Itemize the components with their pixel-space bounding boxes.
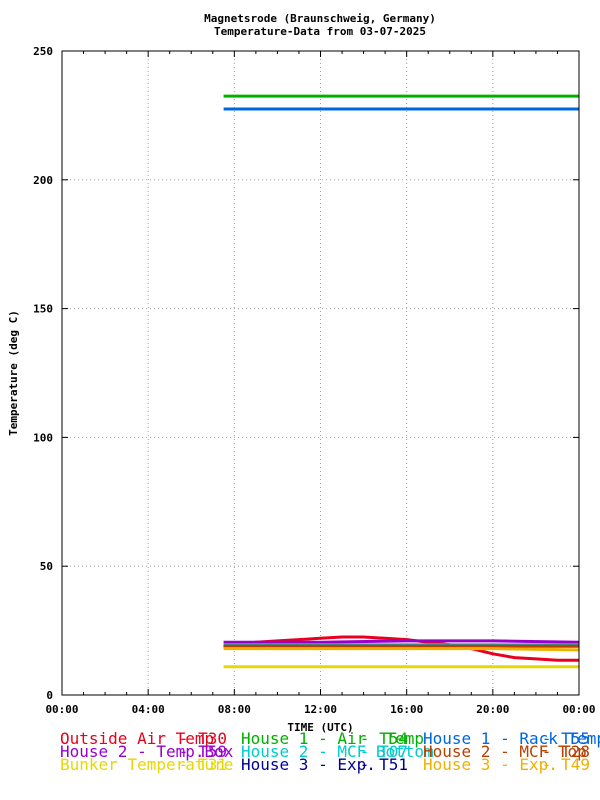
y-axis-label: Temperature (deg C) <box>7 310 20 436</box>
x-tick-label: 00:00 <box>45 703 78 716</box>
x-tick-label: 04:00 <box>132 703 165 716</box>
series-line <box>223 639 580 644</box>
y-tick-label: 200 <box>33 174 53 187</box>
x-tick-label: 12:00 <box>304 703 337 716</box>
x-tick-label: 20:00 <box>476 703 509 716</box>
legend-series-code: - T28 <box>541 742 590 761</box>
chart-title: Magnetsrode (Braunschweig, Germany) <box>204 12 436 25</box>
legend-series-code: - T30 <box>178 729 227 748</box>
x-tick-label: 16:00 <box>390 703 423 716</box>
legend-series-name: Bunker Temperature <box>60 755 234 774</box>
y-tick-label: 100 <box>33 431 53 444</box>
x-tick-label: 00:00 <box>562 703 595 716</box>
legend-series-code: - T55 <box>541 729 590 748</box>
legend-item: House 3 - Exp.- T51 <box>241 755 408 774</box>
legend-series-code: - T31 <box>178 755 227 774</box>
y-tick-label: 150 <box>33 303 53 316</box>
legend-series-code: - T54 <box>359 729 408 748</box>
legend-item: Bunker Temperature- T31 <box>60 755 234 774</box>
legend-item: House 3 - Exp.- T49 <box>423 755 590 774</box>
series-line <box>223 647 580 652</box>
x-axis-label: TIME (UTC) <box>287 721 353 734</box>
y-tick-label: 0 <box>46 689 53 702</box>
legend-series-code: - T49 <box>541 755 590 774</box>
legend-series-name: House 3 - Exp. <box>241 755 376 774</box>
legend-item: Outside Air Temp- T30 <box>60 729 227 748</box>
y-tick-label: 50 <box>40 560 53 573</box>
legend-series-name: House 3 - Exp. <box>423 755 558 774</box>
legend-series-code: - T07 <box>359 742 408 761</box>
legend-series-code: - T51 <box>359 755 408 774</box>
legend-item: House 2 - Temp.Box- T59 <box>60 742 233 761</box>
x-tick-label: 08:00 <box>218 703 251 716</box>
plot-frame <box>61 50 580 696</box>
legend-item: House 2 - MCF Bottom- T07 <box>241 742 434 761</box>
legend-series-code: - T59 <box>178 742 227 761</box>
chart-subtitle: Temperature-Data from 03-07-2025 <box>214 25 426 38</box>
legend-item: House 2 - MCF Top- T28 <box>423 742 590 761</box>
legend-item: House 1 - Rack Temp- T55 <box>423 729 600 748</box>
y-tick-label: 250 <box>33 45 53 58</box>
